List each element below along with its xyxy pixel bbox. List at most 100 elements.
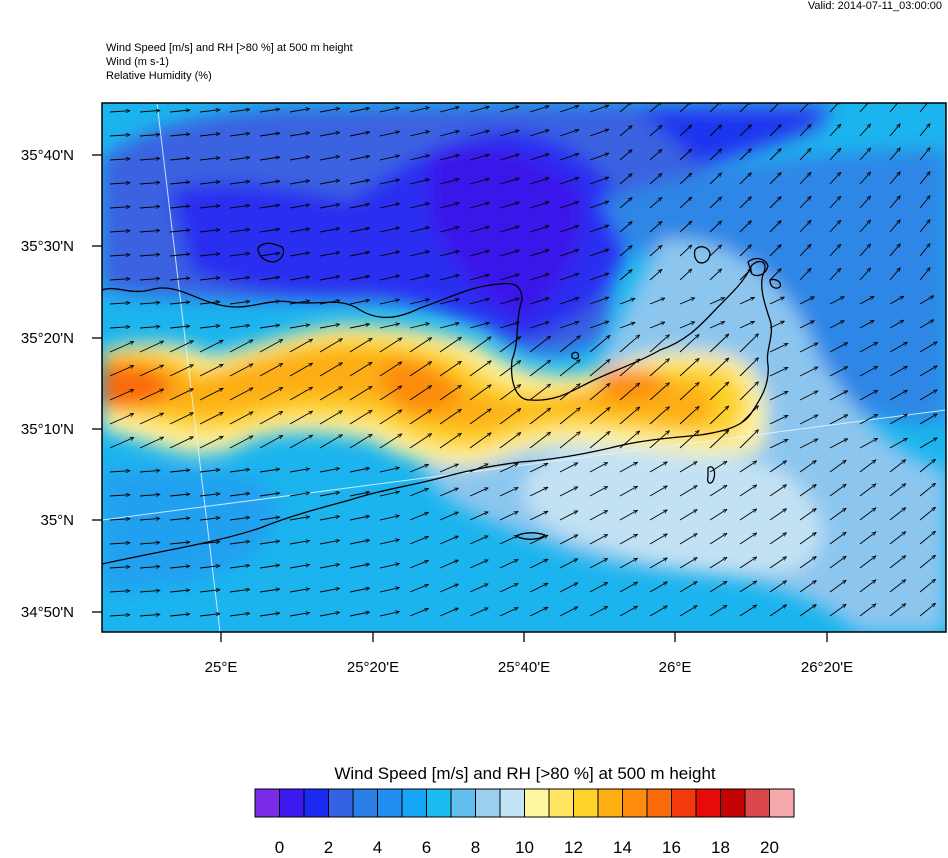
wind-arrow [289,205,310,209]
wind-arrow [529,322,549,329]
wind-arrow [289,133,310,137]
wind-arrow [409,107,429,113]
wind-arrow [829,580,846,593]
wind-arrow [679,430,699,449]
wind-arrow [889,366,907,377]
wind-arrow [199,542,220,545]
wind-arrow [169,158,190,160]
wind-arrow [619,407,640,425]
wind-arrow [739,557,757,569]
wind-arrow [679,406,699,425]
wind-arrow [259,469,280,473]
wind-arrow [379,540,400,545]
wind-arrow [739,125,751,137]
wind-arrow [349,338,372,353]
wind-arrow [319,276,340,281]
wind-arrow [469,463,488,473]
wind-arrow [229,387,253,401]
wind-arrow [199,110,220,113]
colorbar-box [254,788,280,818]
wind-arrow [889,390,907,401]
wind-arrow [469,251,489,257]
wind-arrow [349,228,370,233]
wind-arrow [109,365,134,377]
wind-arrow [469,275,489,281]
wind-arrow [319,435,342,449]
colorbar-box [377,788,403,818]
wind-arrow [499,511,518,521]
wind-arrow [319,156,340,161]
wind-arrow [409,227,429,233]
wind-arrow [319,108,340,113]
wind-arrow [109,413,134,425]
wind-arrow [919,459,936,473]
wind-arrow [829,320,844,329]
lat-label-35-30: 35°30'N [21,238,74,255]
wind-arrow [289,411,313,425]
wind-arrow [289,469,310,473]
axis-ticks [92,154,828,642]
wind-arrow [889,508,906,521]
wind-arrow [559,154,579,161]
wind-arrow [799,103,811,113]
wind-arrow [859,124,871,137]
wind-arrow [139,412,164,425]
wind-arrow [649,582,667,593]
wind-arrow [919,196,930,209]
wind-arrow [379,564,400,569]
wind-arrow [919,172,930,185]
wind-arrow [349,108,370,113]
wind-arrow [139,340,164,353]
wind-arrow [649,125,662,137]
wind-arrow [349,386,372,401]
wind-arrow [589,321,609,329]
wind-arrow [679,510,697,521]
wind-arrow [319,411,342,425]
wind-arrow [349,252,370,257]
wind-arrow [589,582,608,593]
wind-arrow [829,508,846,521]
wind-arrow [319,588,340,593]
colorbar-boxes [254,788,795,818]
wind-arrow [799,268,811,281]
wind-arrow [589,359,610,377]
wind-arrow [649,149,662,161]
wind-arrow [919,579,936,593]
colorbar-box [303,788,329,818]
wind-arrow [199,590,220,593]
wind-arrow [919,366,937,377]
wind-arrow [259,493,280,497]
colorbar-box [401,788,427,818]
wind-arrow [139,230,160,232]
wind-arrow [349,410,372,425]
wind-arrow [349,540,370,545]
wind-arrow [829,342,848,353]
wind-arrow [289,435,313,449]
wind-arrow [559,534,578,545]
colorbar-label: 4 [373,838,382,857]
wind-arrow [409,338,432,353]
wind-arrow [559,432,580,449]
wind-arrow [679,149,692,161]
wind-arrow [859,556,876,569]
wind-arrow [589,273,609,281]
wind-arrow [709,173,722,185]
wind-arrow [499,361,521,377]
wind-arrow [559,202,579,209]
wind-arrow [229,325,250,329]
title-line-rh: Relative Humidity (%) [106,70,212,82]
wind-arrow [709,125,722,137]
wind-arrow [439,511,458,521]
wind-arrow [409,536,429,545]
wind-arrow [199,518,220,521]
wind-map: 35°40'N 35°30'N 35°20'N 35°10'N 35°N 34°… [21,102,947,676]
wind-arrow [229,109,250,113]
wind-arrow [199,614,220,617]
wind-arrow [409,464,429,473]
wind-arrow [619,174,632,185]
wind-arrow [859,103,871,113]
wind-arrow [499,250,519,257]
wind-arrow [169,566,190,568]
wind-arrow [859,220,871,233]
wind-arrow [439,203,459,209]
